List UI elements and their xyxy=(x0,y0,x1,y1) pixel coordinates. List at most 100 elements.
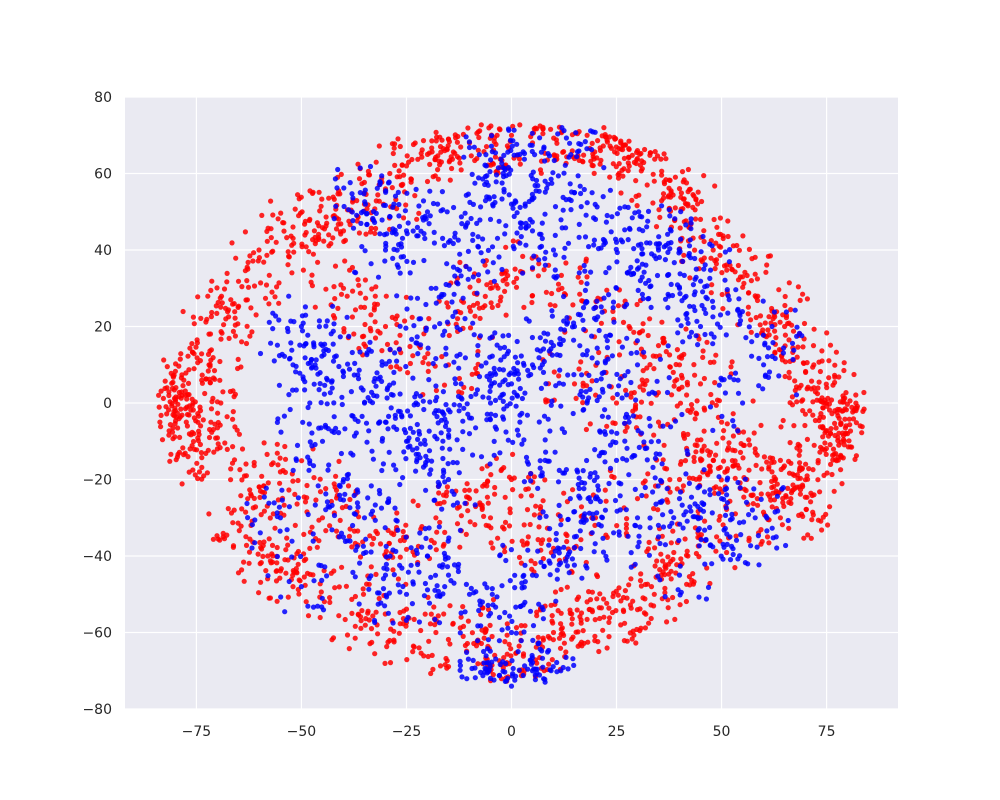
data-point xyxy=(721,428,727,434)
data-point xyxy=(528,558,534,564)
data-point xyxy=(373,383,379,389)
data-point xyxy=(651,603,657,609)
data-point xyxy=(606,605,612,611)
data-point xyxy=(636,533,642,539)
data-point xyxy=(571,320,577,326)
data-point xyxy=(391,639,397,645)
data-point xyxy=(774,545,780,551)
data-point xyxy=(667,477,673,483)
data-point xyxy=(423,487,429,493)
data-point xyxy=(426,638,432,644)
data-point xyxy=(496,673,502,679)
data-point xyxy=(746,511,752,518)
data-point xyxy=(459,674,465,680)
data-point xyxy=(514,393,521,399)
data-point xyxy=(371,208,377,215)
data-point xyxy=(719,419,725,425)
data-point xyxy=(278,594,284,600)
data-point xyxy=(368,483,374,489)
data-point xyxy=(724,421,730,427)
data-point xyxy=(688,216,694,222)
data-point xyxy=(485,247,491,253)
data-point xyxy=(664,466,670,472)
data-point xyxy=(545,398,551,404)
data-point xyxy=(500,278,506,284)
data-point xyxy=(743,499,750,505)
data-point xyxy=(420,398,426,404)
data-point xyxy=(433,356,439,362)
data-point xyxy=(379,217,385,223)
data-point xyxy=(578,545,584,552)
data-point xyxy=(509,487,516,493)
data-point xyxy=(693,333,699,339)
data-point xyxy=(679,502,685,508)
data-point xyxy=(532,152,538,158)
data-point xyxy=(264,238,270,244)
data-point xyxy=(271,500,277,506)
data-point xyxy=(364,439,370,445)
data-point xyxy=(218,329,224,335)
data-point xyxy=(560,381,567,387)
data-point xyxy=(347,505,353,511)
data-point xyxy=(514,230,520,236)
data-point xyxy=(553,537,559,543)
data-point xyxy=(509,658,515,664)
data-point xyxy=(567,549,573,555)
data-point xyxy=(463,581,469,588)
data-point xyxy=(489,373,495,379)
data-point xyxy=(379,348,385,354)
data-point xyxy=(322,341,328,347)
data-point xyxy=(717,464,723,470)
data-point xyxy=(496,614,503,621)
data-point xyxy=(820,514,826,520)
data-point xyxy=(408,545,414,551)
data-point xyxy=(580,380,586,386)
data-point xyxy=(670,594,676,601)
data-point xyxy=(823,381,829,387)
data-point xyxy=(741,486,748,492)
data-point xyxy=(433,629,439,636)
data-point xyxy=(365,610,371,616)
data-point xyxy=(707,492,713,498)
data-point xyxy=(639,377,645,383)
data-point xyxy=(386,496,392,502)
data-point xyxy=(796,330,803,336)
data-point xyxy=(511,279,517,285)
data-point xyxy=(550,629,557,636)
data-point xyxy=(274,568,280,574)
data-point xyxy=(737,312,743,319)
data-point xyxy=(422,441,428,447)
data-point xyxy=(582,480,588,486)
data-point xyxy=(451,359,457,365)
data-point xyxy=(635,287,641,293)
data-point xyxy=(296,213,302,219)
data-point xyxy=(591,215,597,221)
data-point xyxy=(176,389,182,395)
data-point xyxy=(516,667,522,673)
data-point xyxy=(690,571,696,577)
data-point xyxy=(650,464,656,470)
data-point xyxy=(256,590,262,596)
data-point xyxy=(652,545,658,551)
data-point xyxy=(701,255,707,261)
data-point xyxy=(383,293,389,299)
data-point xyxy=(360,387,366,393)
data-point xyxy=(529,219,535,225)
data-point xyxy=(343,583,349,589)
data-point xyxy=(603,269,609,276)
data-point xyxy=(831,488,837,494)
data-point xyxy=(729,359,735,365)
data-point xyxy=(616,146,622,152)
data-point xyxy=(560,194,566,200)
data-point xyxy=(441,382,448,388)
data-point xyxy=(476,134,482,141)
data-point xyxy=(489,591,495,597)
data-point xyxy=(306,421,312,427)
data-point xyxy=(850,416,857,422)
data-point xyxy=(443,351,449,357)
data-point xyxy=(537,135,543,141)
data-point xyxy=(215,419,221,426)
data-point xyxy=(426,448,433,454)
data-point xyxy=(332,176,338,182)
data-point xyxy=(433,285,439,291)
